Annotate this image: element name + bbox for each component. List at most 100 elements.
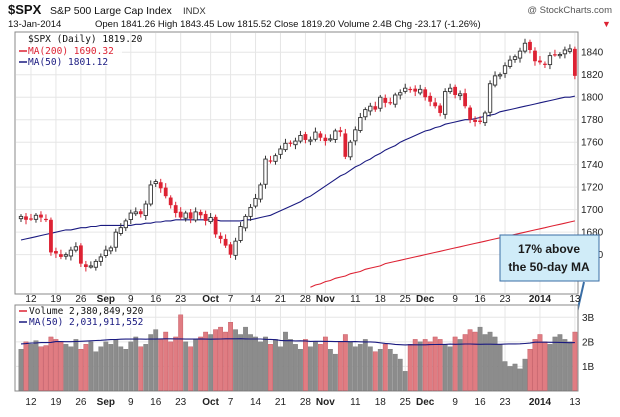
volume-bar (387, 349, 393, 391)
x-tick-label: 18 (375, 294, 387, 305)
volume-bar (63, 344, 69, 391)
volume-bar (362, 339, 368, 391)
candle-body (473, 119, 477, 122)
volume-bar (33, 340, 39, 391)
volume-bar (48, 336, 54, 391)
candle-body (492, 75, 498, 86)
candle-body (393, 94, 398, 105)
volume-bar (397, 358, 403, 391)
candle-body (368, 105, 373, 112)
volume-bar (198, 336, 204, 391)
candle-body (293, 140, 298, 146)
candle-body (543, 63, 547, 65)
candle-body (183, 212, 188, 219)
legend-price: $SPX (Daily) 1819.20 (28, 34, 143, 45)
candle-body (343, 133, 348, 157)
x-tick-label: 9 (128, 294, 134, 305)
volume-bar (268, 344, 273, 391)
volume-bar (113, 339, 119, 391)
volume-bar (457, 339, 463, 391)
candle-body (98, 256, 103, 262)
volume-bar (308, 346, 313, 391)
volume-bar (487, 331, 493, 391)
price-tick-label: 1700 (581, 205, 604, 216)
candle-body (338, 130, 343, 133)
ohlc-value: 1843.45 (180, 19, 214, 30)
candle-body (78, 245, 83, 264)
volume-bar (412, 339, 418, 391)
x-tick-label: 16 (475, 294, 487, 305)
x-tick-label: 9 (452, 294, 458, 305)
candle-body (143, 203, 148, 216)
volume-bar (278, 346, 283, 391)
volume-tick-label: 3B (582, 313, 595, 324)
candle-body (268, 160, 273, 162)
candle-body (398, 92, 403, 96)
volume-bar (502, 361, 508, 391)
volume-bar (218, 326, 223, 391)
x-tick-label: 9 (128, 397, 134, 408)
volume-bar (53, 339, 59, 391)
volume-bar (492, 336, 498, 391)
volume-bar (437, 339, 443, 391)
volume-bar (128, 341, 134, 391)
candle-body (59, 254, 63, 257)
x-tick-label: 21 (275, 397, 287, 408)
x-tick-label: Oct (202, 397, 219, 408)
volume-bar (203, 331, 209, 391)
volume-bar (462, 334, 468, 391)
x-tick-label: 21 (275, 294, 287, 305)
candle-body (298, 135, 303, 142)
ohlc-value: 1815.52 (237, 19, 271, 30)
x-tick-label: 9 (452, 397, 458, 408)
price-tick-label: 1760 (581, 138, 604, 149)
volume-bar (392, 353, 398, 391)
volume-bar (542, 341, 548, 391)
candle-body (413, 88, 418, 92)
candle-body (238, 226, 243, 241)
x-tick-label: 7 (228, 397, 234, 408)
ma200-line (310, 220, 576, 288)
volume-bar (173, 336, 179, 391)
legend-ma50: MA(50) 1801.12 (28, 57, 108, 68)
volume-bar (298, 349, 303, 391)
volume-bar (123, 349, 129, 391)
candle-body (502, 65, 508, 74)
chart-symbol: $SPX (8, 2, 42, 17)
candle-body (572, 48, 577, 76)
volume-bar (342, 334, 348, 391)
volume-bar (352, 346, 358, 391)
volume-bar (58, 341, 64, 391)
candle-body (547, 55, 553, 66)
price-tick-label: 1680 (581, 228, 604, 239)
volume-bar (327, 349, 333, 391)
volume-bar (377, 349, 383, 391)
candle-body (18, 215, 24, 220)
candle-body (253, 197, 258, 207)
ohlc-label: Open (95, 19, 121, 30)
volume-bar (143, 344, 149, 391)
price-tick-label: 1800 (581, 93, 604, 104)
volume-bar (263, 336, 268, 391)
candle-body (288, 142, 293, 144)
volume-ma-line (20, 338, 575, 346)
volume-bar (402, 371, 408, 391)
volume-bar (497, 344, 503, 391)
candle-body (303, 134, 308, 140)
candle-body (373, 106, 378, 110)
volume-bar (442, 344, 448, 391)
candle-body (363, 109, 368, 118)
candle-body (178, 211, 183, 218)
x-tick-label: 16 (150, 397, 162, 408)
x-tick-label: 28 (300, 397, 312, 408)
volume-bar (288, 339, 293, 391)
volume-bar (532, 339, 538, 391)
candle-body (433, 102, 438, 107)
candle-body (49, 219, 53, 253)
candle-body (88, 265, 94, 268)
volume-bar (213, 329, 219, 391)
volume-bar (318, 344, 323, 391)
volume-bar (303, 339, 308, 391)
ohlc-label: High (155, 19, 180, 30)
